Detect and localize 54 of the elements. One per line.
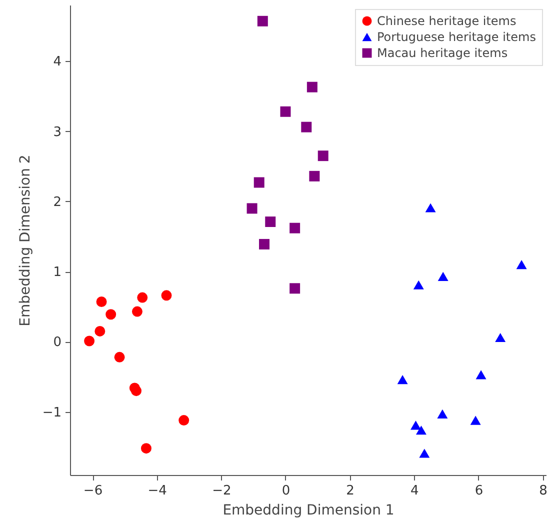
y-tick-label: 1 bbox=[53, 265, 62, 280]
y-tick-label: 3 bbox=[53, 124, 62, 140]
y-tick-label: −1 bbox=[42, 405, 62, 420]
y-tick-label: 2 bbox=[53, 194, 62, 210]
point bbox=[280, 106, 291, 117]
point bbox=[106, 309, 116, 320]
point bbox=[94, 326, 106, 336]
x-tick-label: 2 bbox=[346, 484, 354, 498]
point bbox=[438, 272, 448, 282]
point bbox=[397, 375, 408, 384]
point bbox=[161, 290, 172, 301]
x-tick-label: −6 bbox=[83, 484, 103, 498]
point bbox=[416, 426, 426, 435]
x-axis-title: Embedding Dimension 1 bbox=[222, 502, 394, 518]
point bbox=[437, 409, 448, 419]
point bbox=[265, 216, 276, 228]
point bbox=[257, 16, 268, 26]
point bbox=[495, 332, 506, 342]
point bbox=[140, 443, 152, 454]
x-tick-label: 6 bbox=[474, 484, 484, 498]
point bbox=[290, 222, 300, 234]
y-tick-label: 0 bbox=[53, 335, 62, 350]
point bbox=[132, 306, 142, 317]
point bbox=[259, 238, 270, 250]
y-axis-title: Embedding Dimension 2 bbox=[17, 154, 34, 326]
point bbox=[178, 415, 190, 426]
point bbox=[246, 203, 258, 214]
legend-label: Macau heritage items bbox=[377, 46, 508, 60]
point bbox=[84, 336, 95, 346]
point bbox=[114, 352, 125, 362]
x-tick-label: −4 bbox=[148, 484, 167, 498]
point bbox=[96, 296, 107, 307]
legend-label: Chinese heritage items bbox=[377, 14, 516, 28]
point bbox=[425, 203, 436, 212]
point bbox=[318, 150, 328, 162]
point bbox=[309, 170, 320, 182]
point bbox=[413, 280, 424, 290]
point bbox=[301, 122, 312, 132]
point bbox=[410, 420, 421, 430]
y-tick-label: 4 bbox=[53, 54, 62, 70]
x-tick-label: −2 bbox=[212, 484, 232, 498]
point bbox=[419, 448, 430, 458]
x-tick-label: 8 bbox=[539, 484, 548, 498]
point bbox=[470, 416, 481, 425]
point bbox=[131, 386, 142, 396]
x-tick-label: 0 bbox=[282, 484, 290, 498]
point bbox=[476, 370, 486, 380]
legend-label: Portuguese heritage items bbox=[377, 30, 536, 44]
point bbox=[254, 177, 264, 188]
point bbox=[137, 292, 148, 303]
point bbox=[290, 283, 300, 294]
point bbox=[516, 260, 527, 270]
point bbox=[306, 82, 318, 92]
x-tick-label: 4 bbox=[410, 484, 419, 498]
